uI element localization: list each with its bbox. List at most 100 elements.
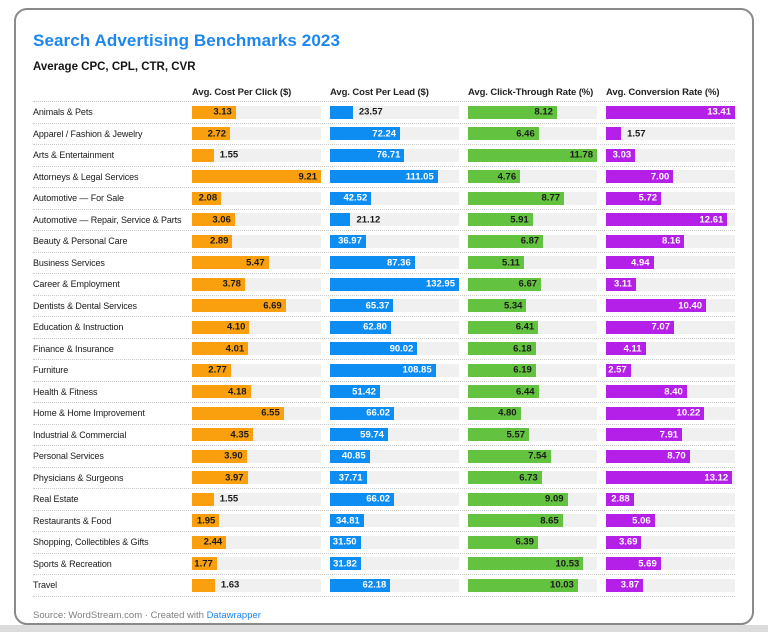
- bar-track: 62.80: [330, 320, 459, 334]
- row-label: Furniture: [33, 365, 69, 376]
- bar-track: 4.94: [606, 256, 735, 270]
- bar: 7.91: [606, 428, 683, 442]
- chart-title: Search Advertising Benchmarks 2023: [33, 31, 341, 50]
- table-rows: Animals & Pets 3.13 23.57 8.12 13.41 Apparel …: [33, 101, 735, 597]
- bar: 13.12: [606, 471, 733, 485]
- bar: 51.42: [330, 385, 380, 399]
- footer-separator: ·: [144, 609, 148, 621]
- bar: 8.77: [468, 191, 565, 205]
- bar-value-label: 5.34: [503, 300, 523, 311]
- bar: 8.12: [468, 105, 557, 119]
- table-row: Career & Employment 3.78 132.95 6.67 3.11: [33, 273, 735, 295]
- bar-track: 3.87: [606, 578, 735, 592]
- bar-value-label: 12.61: [699, 214, 724, 225]
- bar-value-label: 37.71: [338, 472, 363, 483]
- bar-value-label: 6.73: [519, 472, 538, 483]
- bar-track: 6.69: [192, 299, 321, 313]
- bar-track: 36.97: [330, 234, 459, 248]
- row-label: Personal Services: [33, 451, 104, 462]
- bar-track: 40.85: [330, 449, 459, 463]
- bar: 62.80: [330, 320, 391, 334]
- bar-track: 5.11: [468, 256, 597, 270]
- bar-value-label: 11.78: [569, 149, 593, 161]
- bar-value-label: 3.69: [618, 536, 638, 548]
- bar-value-label: 7.07: [651, 321, 671, 333]
- bar-track: 4.11: [606, 342, 735, 356]
- bar: 6.73: [468, 471, 542, 485]
- bar-track: 2.44: [192, 535, 321, 549]
- bar: 2.72: [192, 127, 231, 141]
- bar: 5.06: [606, 514, 655, 528]
- row-label: Sports & Recreation: [33, 558, 112, 569]
- row-label: Industrial & Commercial: [33, 429, 127, 440]
- bar-track: 59.74: [330, 428, 459, 442]
- bar-track: 66.02: [330, 406, 459, 420]
- table-row: Business Services 5.47 87.36 5.11 4.94: [33, 251, 735, 274]
- bar-track: 31.50: [330, 535, 459, 549]
- bar: 9.09: [468, 492, 568, 506]
- bar-value-label: 1.55: [219, 149, 239, 161]
- row-label: Career & Employment: [33, 279, 120, 290]
- bar: 6.41: [468, 320, 539, 334]
- bar-value-label: 66.02: [366, 407, 391, 419]
- bar: 13.41: [606, 105, 735, 119]
- bar-value-label: 132.95: [425, 278, 455, 290]
- row-label: Business Services: [33, 257, 105, 268]
- bar-track: 3.13: [192, 105, 321, 119]
- bar: 10.03: [468, 578, 578, 592]
- bar-value-label: 1.63: [220, 579, 240, 591]
- table-row: Restaurants & Food 1.95 34.81 8.65 5.06: [33, 509, 735, 532]
- bar-value-label: 6.55: [261, 407, 280, 419]
- bar-track: 12.61: [606, 213, 735, 227]
- bar: 11.78: [468, 148, 597, 162]
- bar-value-label: 65.37: [365, 300, 390, 311]
- bar-value-label: 4.35: [230, 429, 249, 440]
- bar-value-label: 4.94: [631, 257, 650, 268]
- bar-track: 5.47: [192, 256, 321, 270]
- bar-value-label: 5.47: [246, 257, 265, 268]
- datawrapper-link[interactable]: Datawrapper: [206, 609, 261, 621]
- bar-track: 6.55: [192, 406, 321, 420]
- column-header: Avg. Cost Per Click ($): [192, 87, 292, 98]
- bar: 2.44: [192, 535, 227, 549]
- bar-track: 3.97: [192, 471, 321, 485]
- bar-value-label: 3.11: [613, 278, 632, 290]
- bar: 10.53: [468, 557, 584, 571]
- bar: 2.88: [606, 492, 634, 506]
- bar-track: 42.52: [330, 191, 459, 205]
- bar-track: 31.82: [330, 557, 459, 571]
- bar-value-label: 2.44: [203, 536, 223, 548]
- bar: 2.57: [606, 363, 631, 377]
- bar: 5.34: [468, 299, 527, 313]
- bar: 42.52: [330, 191, 372, 205]
- table-row: Personal Services 3.90 40.85 7.54 8.70: [33, 445, 735, 467]
- bar: 1.55: [192, 492, 238, 506]
- bar: 4.94: [606, 256, 654, 270]
- bar-value-label: 40.85: [341, 450, 366, 462]
- bar: 34.81: [330, 514, 364, 528]
- bar-value-label: 108.85: [402, 364, 432, 376]
- bar-value-label: 8.77: [541, 192, 561, 204]
- bar-track: 65.37: [330, 299, 459, 313]
- bar: 21.12: [330, 213, 380, 227]
- bar-value-label: 36.97: [338, 235, 362, 247]
- bar-value-label: 21.12: [356, 214, 381, 225]
- table-row: Health & Fitness 4.18 51.42 6.44 8.40: [33, 380, 735, 403]
- bar: 31.50: [330, 535, 361, 549]
- bar: 62.18: [330, 578, 391, 592]
- bar-track: 2.88: [606, 492, 735, 506]
- bar-track: 7.91: [606, 428, 735, 442]
- bar: 36.97: [330, 234, 366, 248]
- bar-track: 6.87: [468, 234, 597, 248]
- bar-track: 10.22: [606, 406, 735, 420]
- bar-track: 3.90: [192, 449, 321, 463]
- bar: 6.55: [192, 406, 284, 420]
- row-label: Education & Instruction: [33, 322, 124, 333]
- bar-track: 8.16: [606, 234, 735, 248]
- created-with-text: Created with: [150, 609, 204, 621]
- bar-value-label: 7.54: [528, 450, 547, 462]
- bar-value-label: 4.01: [225, 343, 245, 354]
- bar-value-label: 59.74: [360, 429, 384, 440]
- bar: 87.36: [330, 256, 415, 270]
- bar: 1.77: [192, 557, 217, 571]
